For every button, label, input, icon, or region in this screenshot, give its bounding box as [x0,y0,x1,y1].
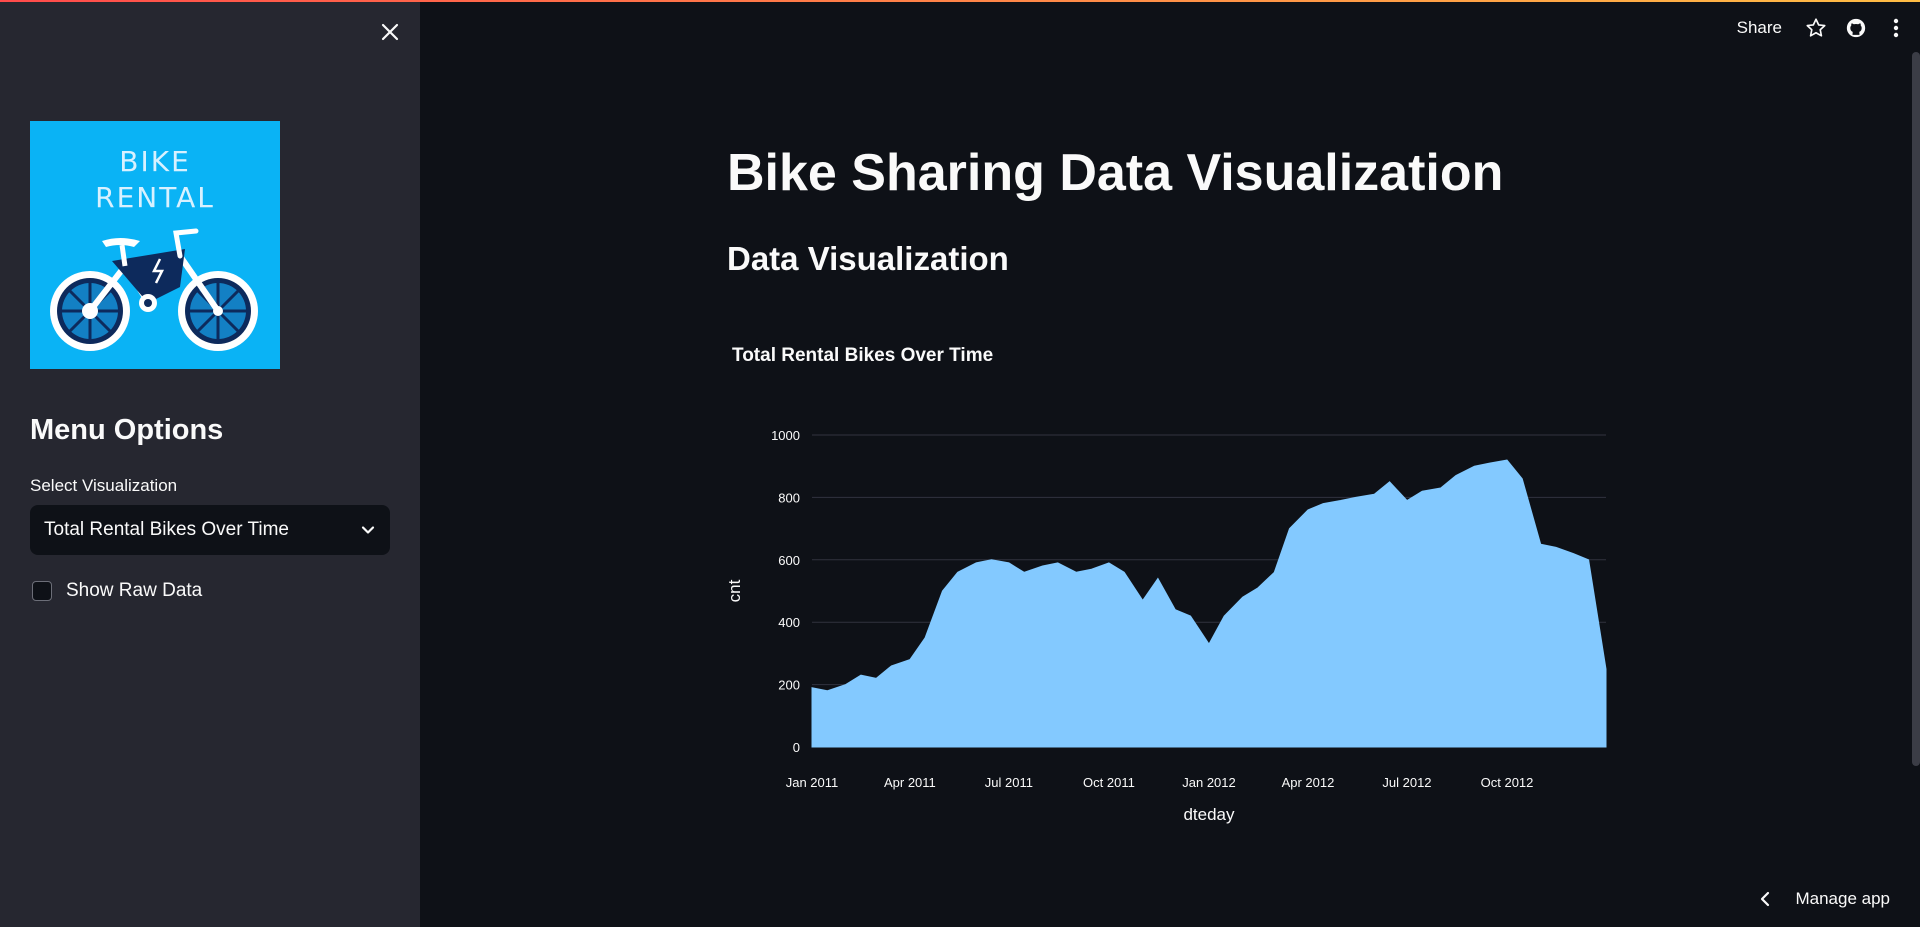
x-tick-label: Oct 2012 [1481,775,1534,790]
area-series-cnt [811,459,1607,748]
sidebar: BIKE RENTAL [0,0,420,927]
y-axis-ticks: 0 200 400 600 800 1000 [771,428,800,755]
chart-area-series [811,459,1607,748]
share-button[interactable]: Share [1736,18,1782,37]
logo-text-line1: BIKE [119,145,191,178]
y-tick-label: 800 [778,490,800,505]
rental-bikes-area-chart[interactable]: 0 200 400 600 800 1000 Jan 2011 Apr 2011 Jul 20… [720,400,1620,840]
star-icon [1806,18,1826,37]
header-toolbar: Share [1737,14,1910,42]
page-scrollbar[interactable] [1912,52,1920,766]
visualization-select[interactable]: Total Rental Bikes Over Time [30,505,390,555]
x-tick-label: Apr 2011 [884,775,936,790]
github-icon [1846,18,1866,38]
page-title: Bike Sharing Data Visualization [727,144,1504,202]
show-raw-data-checkbox-row[interactable]: Show Raw Data [32,580,202,602]
x-axis-ticks: Jan 2011 Apr 2011 Jul 2011 Oct 2011 Jan 2012… [786,775,1534,790]
top-accent-line [0,0,1920,2]
favorite-button[interactable] [1802,14,1830,42]
x-tick-label: Oct 2011 [1083,775,1135,790]
x-tick-label: Jul 2011 [985,775,1033,790]
x-tick-label: Jul 2012 [1382,775,1431,790]
y-axis-label: cnt [725,579,744,602]
kebab-menu-icon [1893,18,1899,38]
bike-rental-logo: BIKE RENTAL [30,121,280,369]
manage-app-label: Manage app [1795,889,1890,908]
logo-text-line2: RENTAL [95,181,215,214]
y-tick-label: 400 [778,615,800,630]
section-title: Data Visualization [727,240,1009,277]
x-axis-label: dteday [1183,805,1235,824]
show-raw-data-label: Show Raw Data [66,580,203,601]
y-tick-label: 200 [778,678,800,693]
x-tick-label: Apr 2012 [1282,775,1335,790]
select-visualization-label: Select Visualization [30,476,178,495]
visualization-select-value: Total Rental Bikes Over Time [44,519,289,540]
bicycle-icon [50,228,258,351]
close-icon [381,23,399,41]
x-tick-label: Jan 2012 [1182,775,1236,790]
show-raw-data-checkbox[interactable] [32,581,52,601]
manage-app-button[interactable]: Manage app [1759,889,1890,909]
y-tick-label: 1000 [771,428,800,443]
close-sidebar-button[interactable] [376,18,404,46]
y-tick-label: 600 [778,553,800,568]
menu-options-heading: Menu Options [30,414,224,446]
github-button[interactable] [1842,14,1870,42]
main-menu-button[interactable] [1882,14,1910,42]
chart-title: Total Rental Bikes Over Time [732,345,994,366]
chevron-down-icon [361,526,375,534]
x-tick-label: Jan 2011 [786,775,839,790]
chevron-left-icon [1761,891,1770,907]
y-tick-label: 0 [793,740,800,755]
